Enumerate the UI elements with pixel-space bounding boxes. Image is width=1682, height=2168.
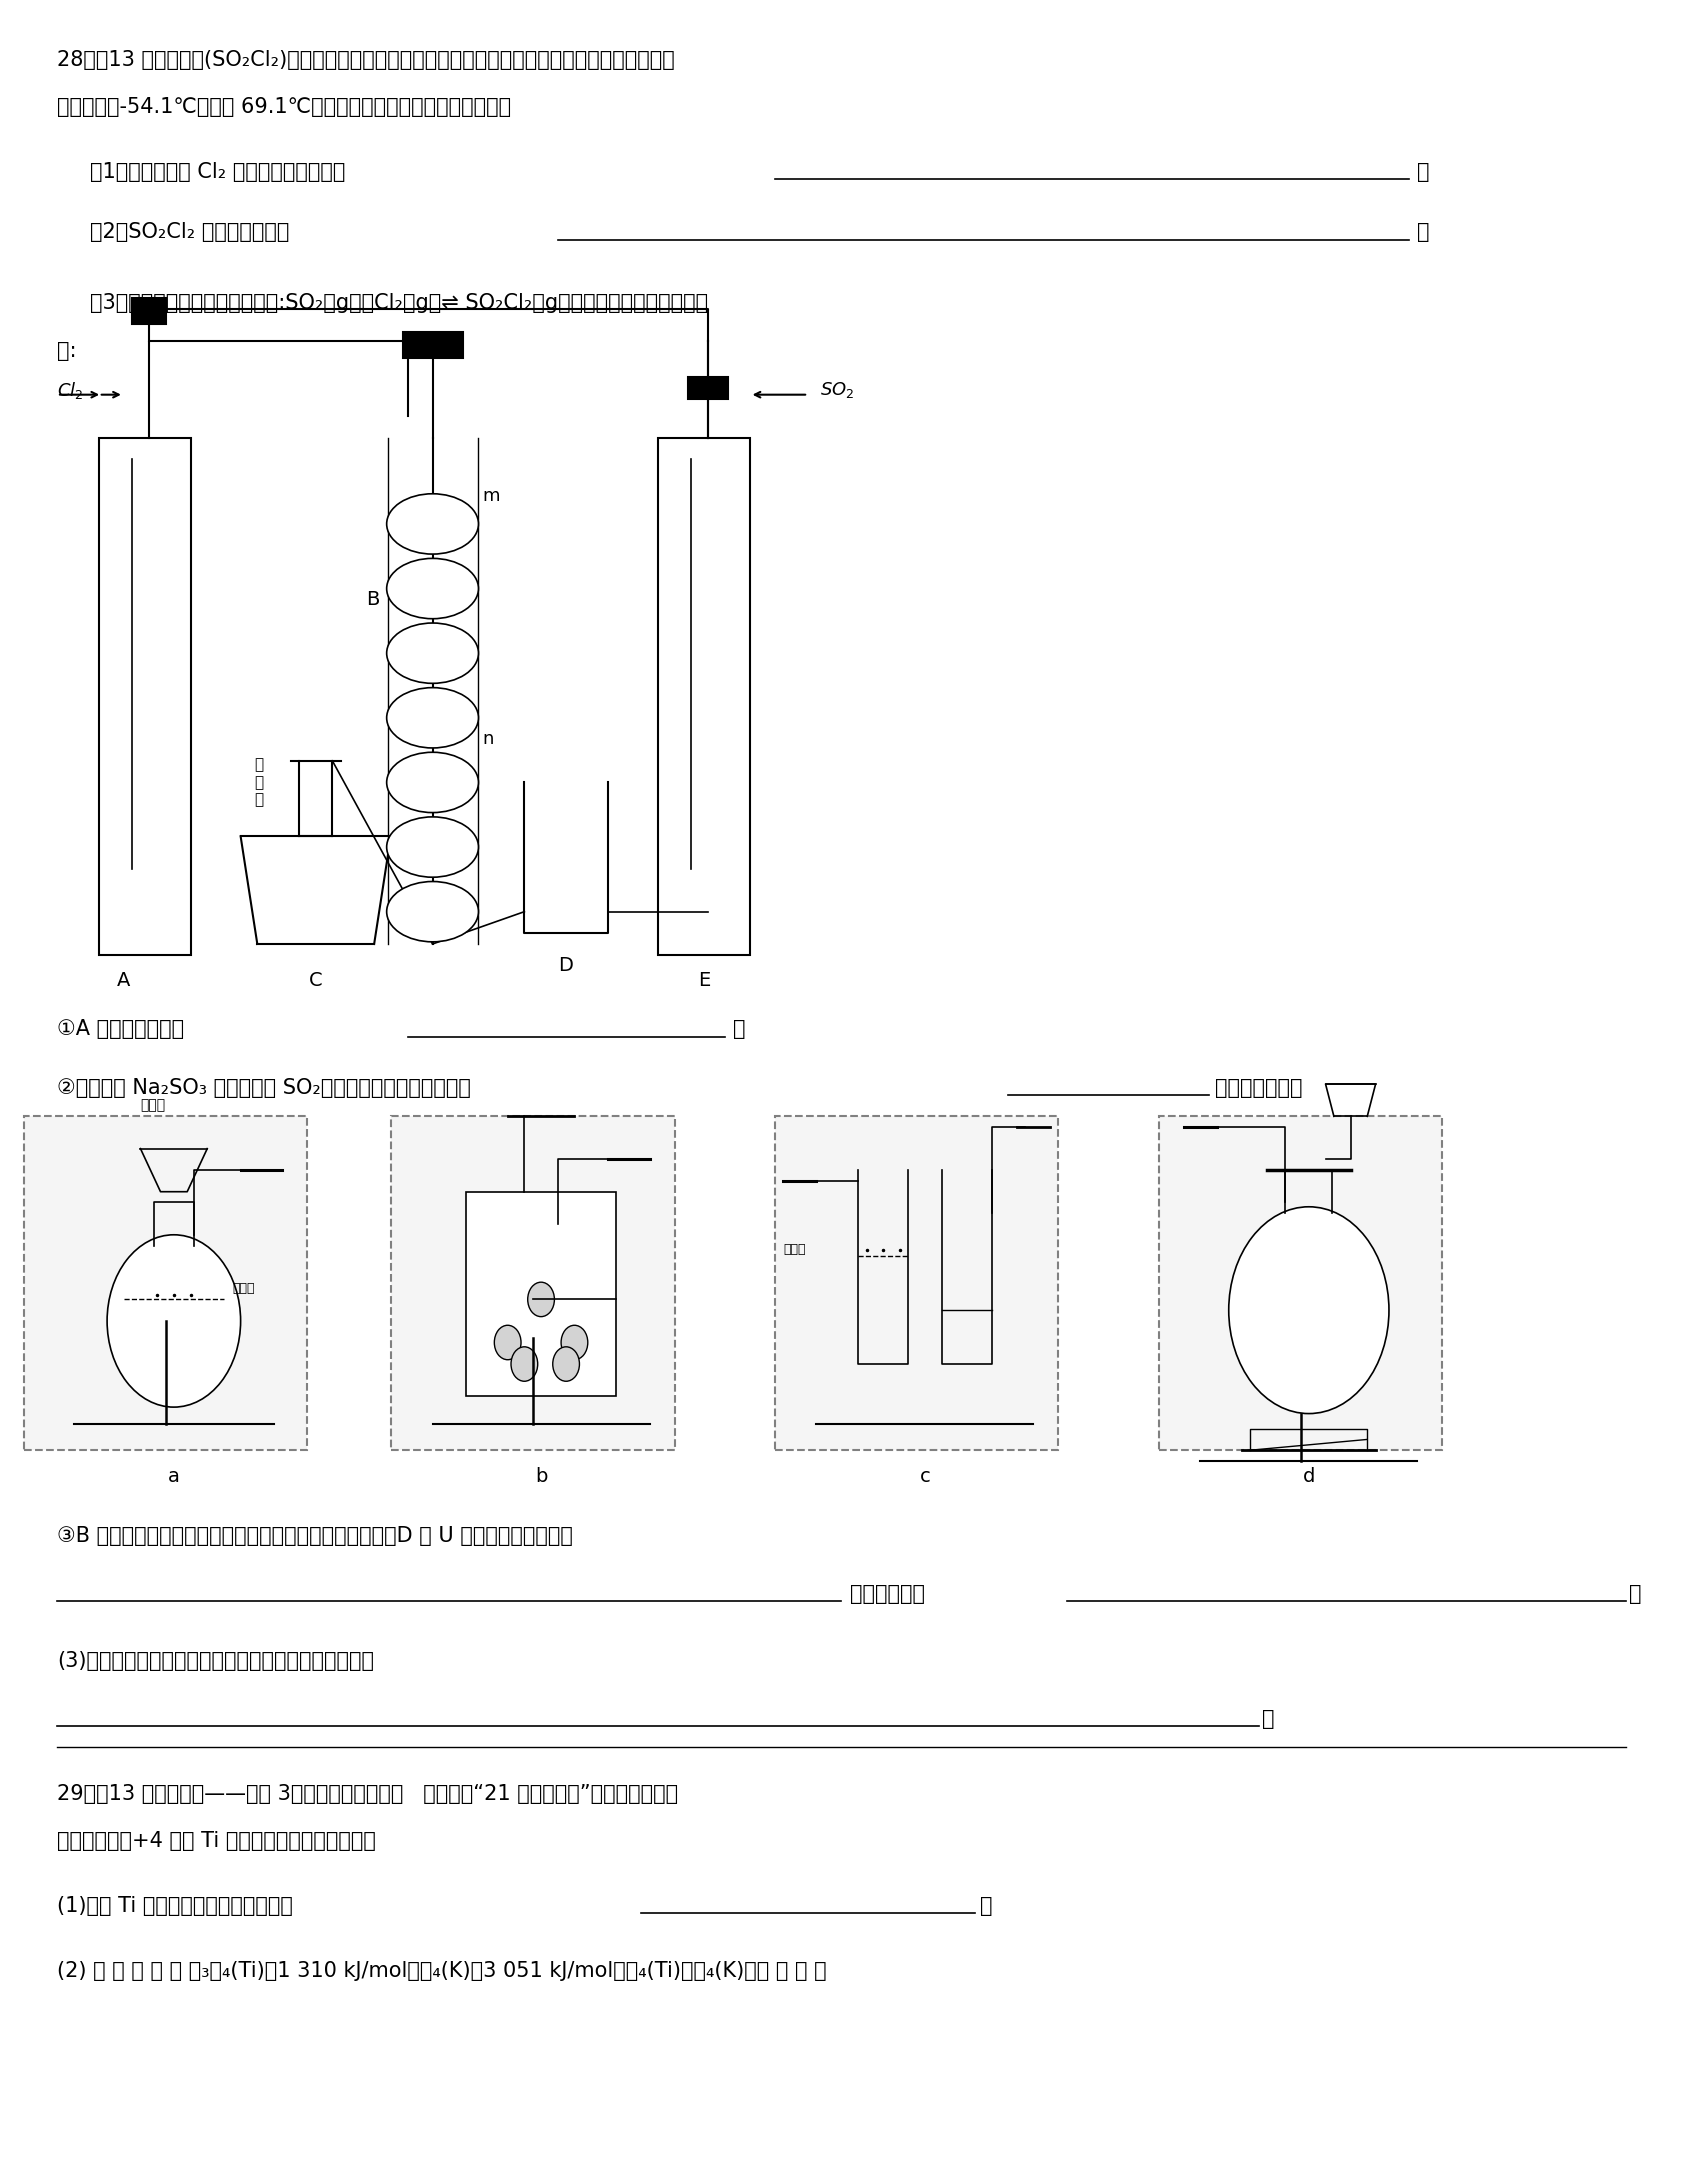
- Text: 有孔板: 有孔板: [782, 1244, 806, 1257]
- Ellipse shape: [387, 687, 478, 748]
- Bar: [774, 1117, 1058, 1450]
- Text: B: B: [365, 590, 378, 609]
- Ellipse shape: [387, 882, 478, 941]
- Text: n: n: [483, 731, 495, 748]
- Text: D: D: [557, 956, 572, 976]
- Text: ①A 中所用的试剂为: ①A 中所用的试剂为: [57, 1019, 183, 1038]
- Text: A: A: [118, 971, 131, 991]
- Text: 。: 。: [733, 1019, 745, 1038]
- Text: 28．（13 分）磺酰氯(SO₂Cl₂)是一种有机氯化剂，也是锂电池正极活性物质。已知磺酰氯是一种无色: 28．（13 分）磺酰氯(SO₂Cl₂)是一种有机氯化剂，也是锂电池正极活性物质…: [57, 50, 674, 69]
- Text: $Cl_2$: $Cl_2$: [57, 379, 84, 401]
- Text: （2）SO₂Cl₂ 水解的方程式为: （2）SO₂Cl₂ 水解的方程式为: [91, 223, 289, 243]
- Text: (2) 已 知 电 离 能 ：₃Ｉ₄(Ti)＝1 310 kJ/mol，Ｉ₄(K)＝3 051 kJ/mol，Ｉ₄(Ti)＜Ｉ₄(K)，其 原 因 为: (2) 已 知 电 离 能 ：₃Ｉ₄(Ti)＝1 310 kJ/mol，Ｉ₄(K…: [57, 1960, 826, 1982]
- Text: 。: 。: [979, 1897, 992, 1917]
- Text: 。: 。: [1628, 1585, 1642, 1604]
- Bar: [688, 377, 728, 399]
- Text: ，其作用是：: ，其作用是：: [849, 1585, 925, 1604]
- Text: c: c: [918, 1466, 930, 1485]
- Text: (1)基态 Ti 原子的价电子轨道表示式为: (1)基态 Ti 原子的价电子轨道表示式为: [57, 1897, 293, 1917]
- Circle shape: [1228, 1208, 1388, 1414]
- Circle shape: [552, 1346, 579, 1381]
- Bar: [24, 1117, 308, 1450]
- Text: m: m: [483, 488, 500, 505]
- Text: 。: 。: [1416, 163, 1430, 182]
- Text: 有孔板: 有孔板: [232, 1281, 254, 1294]
- Ellipse shape: [387, 559, 478, 618]
- Text: （1）实验室制备 Cl₂ 的离子反应方程式为: （1）实验室制备 Cl₂ 的离子反应方程式为: [91, 163, 345, 182]
- Ellipse shape: [387, 622, 478, 683]
- Text: 。: 。: [1416, 223, 1430, 243]
- Text: (3)从化学平衡移动角度分析，反应管通水冷却的目的为: (3)从化学平衡移动角度分析，反应管通水冷却的目的为: [57, 1650, 373, 1672]
- Text: 图:: 图:: [57, 340, 76, 360]
- Text: b: b: [535, 1466, 547, 1485]
- Bar: [658, 438, 748, 954]
- Text: 吸
滤
瓶: 吸 滤 瓶: [254, 757, 262, 806]
- Text: 。: 。: [1262, 1708, 1273, 1728]
- Text: ②实验室用 Na₂SO₃ 和硫酸制备 SO₂，可选用的气体发生装置是: ②实验室用 Na₂SO₃ 和硫酸制备 SO₂，可选用的气体发生装置是: [57, 1077, 471, 1097]
- Text: 液体，熔点-54.1℃，沸点 69.1℃，遇水发生剧烈水解，且产生白雾。: 液体，熔点-54.1℃，沸点 69.1℃，遇水发生剧烈水解，且产生白雾。: [57, 98, 511, 117]
- Text: C: C: [309, 971, 323, 991]
- Ellipse shape: [387, 752, 478, 813]
- Ellipse shape: [387, 817, 478, 878]
- Ellipse shape: [387, 494, 478, 555]
- Bar: [402, 332, 463, 358]
- Text: ③B 处反应管内五球中玻璃棉上的活性炭的作用为催化剂，D 处 U 形管中盛放的试剂为: ③B 处反应管内五球中玻璃棉上的活性炭的作用为催化剂，D 处 U 形管中盛放的试…: [57, 1526, 572, 1546]
- Text: 有孔板: 有孔板: [140, 1099, 165, 1112]
- Text: （选填编号）。: （选填编号）。: [1214, 1077, 1302, 1097]
- Text: $SO_2$: $SO_2$: [819, 379, 854, 401]
- Text: （3）某学习小组的同学依据反应:SO₂（g）＋Cl₂（g）⇌ SO₂Cl₂（g），设计制备磺酰氯装置如: （3）某学习小组的同学依据反应:SO₂（g）＋Cl₂（g）⇌ SO₂Cl₂（g）…: [91, 293, 708, 314]
- Circle shape: [495, 1325, 521, 1359]
- Bar: [390, 1117, 674, 1450]
- Circle shape: [108, 1236, 241, 1407]
- Bar: [466, 1192, 616, 1396]
- Text: 合价，其中以+4 价的 Ti 最为稳定。回答下列问题：: 合价，其中以+4 价的 Ti 最为稳定。回答下列问题：: [57, 1832, 375, 1851]
- Text: a: a: [168, 1466, 180, 1485]
- Circle shape: [528, 1281, 553, 1316]
- Bar: [99, 438, 190, 954]
- Text: d: d: [1302, 1466, 1314, 1485]
- Circle shape: [560, 1325, 587, 1359]
- Text: 29．（13 分）【化学——选修 3：物质结构与性质】   钛被誉为“21 世纪的金属”，可呈现多种化: 29．（13 分）【化学——选修 3：物质结构与性质】 钛被誉为“21 世纪的金…: [57, 1784, 678, 1804]
- Bar: [133, 297, 165, 323]
- Circle shape: [511, 1346, 538, 1381]
- Bar: [1157, 1117, 1441, 1450]
- Text: E: E: [698, 971, 710, 991]
